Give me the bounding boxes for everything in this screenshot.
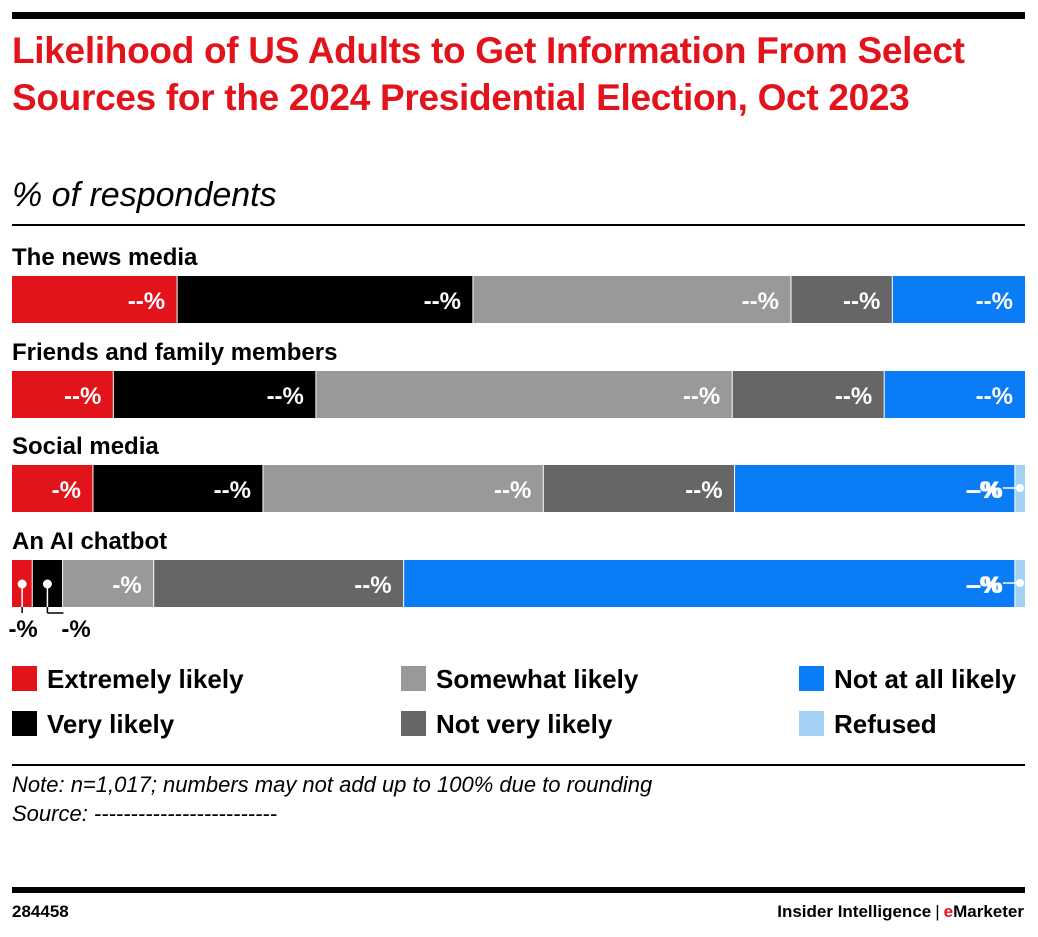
category-label-social-media: Social media [12, 433, 159, 460]
note-text: Note: n=1,017; numbers may not add up to… [12, 772, 653, 797]
legend-swatch [12, 666, 37, 691]
branding: Insider Intelligence | eMarketer [777, 902, 1024, 922]
data-label-extremely-likely-friends-and-family-members: --% [64, 383, 101, 410]
data-label-extremely-likely-social-media: -% [52, 477, 81, 504]
data-label-refused-social-media: -% [972, 477, 1001, 504]
data-label-not-at-all-likely-an-ai-chatbot: --% [966, 572, 1003, 599]
brand-insider-intelligence: Insider Intelligence [777, 902, 932, 921]
legend-label: Refused [834, 709, 937, 739]
legend-label: Not at all likely [834, 664, 1017, 694]
bar-somewhat-likely-the-news-media [472, 276, 791, 323]
category-label-an-ai-chatbot: An AI chatbot [12, 528, 167, 555]
category-label-the-news-media: The news media [12, 244, 198, 271]
brand-separator: | [935, 902, 940, 921]
legend-swatch [799, 711, 824, 736]
brand-marketer: Marketer [953, 902, 1024, 921]
bar-very-likely-the-news-media [177, 276, 473, 323]
data-label-refused-an-ai-chatbot: -% [972, 572, 1001, 599]
legend-swatch [799, 666, 824, 691]
data-label-not-very-likely-the-news-media: --% [843, 288, 880, 315]
bar-not-at-all-likely-the-news-media [892, 276, 1025, 323]
legend-label: Not very likely [436, 709, 613, 739]
data-label-not-very-likely-friends-and-family-members: --% [835, 383, 872, 410]
bar-somewhat-likely-an-ai-chatbot [62, 560, 154, 607]
top-rule [12, 12, 1025, 19]
chart-title: Likelihood of US Adults to Get Informati… [12, 30, 965, 118]
data-label-somewhat-likely-the-news-media: --% [742, 288, 779, 315]
data-label-not-very-likely-an-ai-chatbot: --% [354, 572, 391, 599]
data-label-somewhat-likely-friends-and-family-members: --% [683, 383, 720, 410]
label-connector-dot [1015, 484, 1024, 492]
bar-somewhat-likely-social-media [262, 465, 544, 512]
bar-not-at-all-likely-an-ai-chatbot [403, 560, 1015, 607]
data-label-very-likely-friends-and-family-members: --% [267, 383, 304, 410]
bar-extremely-likely-social-media [12, 465, 93, 512]
legend-swatch [12, 711, 37, 736]
stacked-bar-chart: The news media --% --% --% --% --% Friends and… [8, 244, 1025, 643]
legend-label: Extremely likely [47, 664, 244, 694]
bar-not-at-all-likely-friends-and-family-members [884, 371, 1025, 418]
brand-e-letter: e [943, 902, 954, 921]
bar-not-very-likely-the-news-media [790, 276, 893, 323]
bar-very-likely-social-media [92, 465, 263, 512]
data-label-extremely-likely-the-news-media: --% [128, 288, 165, 315]
legend-label: Very likely [47, 709, 175, 739]
note-rule [12, 764, 1025, 766]
data-label-not-at-all-likely-the-news-media: --% [976, 288, 1013, 315]
bar-extremely-likely-friends-and-family-members [12, 371, 114, 418]
subtitle-rule [12, 224, 1025, 226]
bar-not-very-likely-friends-and-family-members [732, 371, 885, 418]
bar-not-very-likely-social-media [543, 465, 735, 512]
footer-rule [12, 887, 1025, 893]
bar-not-at-all-likely-social-media [734, 465, 1015, 512]
legend-label: Somewhat likely [436, 664, 639, 694]
category-label-friends-and-family-members: Friends and family members [12, 339, 337, 366]
data-label-very-likely-the-news-media: --% [424, 288, 461, 315]
bar-extremely-likely-the-news-media [12, 276, 178, 323]
bar-very-likely-friends-and-family-members [113, 371, 316, 418]
data-label-not-very-likely-social-media: --% [685, 477, 722, 504]
data-label-not-at-all-likely-friends-and-family-members: --% [976, 383, 1013, 410]
data-label-extremely-likely-an-ai-chatbot: -% [8, 616, 37, 643]
bar-somewhat-likely-friends-and-family-members [315, 371, 733, 418]
chart-id: 284458 [12, 902, 69, 921]
data-label-not-at-all-likely-social-media: --% [966, 477, 1003, 504]
source-text: Source: ------------------------- [12, 801, 278, 826]
legend-swatch [401, 711, 426, 736]
data-label-very-likely-social-media: --% [214, 477, 251, 504]
label-connector-dot [1015, 579, 1024, 587]
chart-subtitle: % of respondents [12, 176, 277, 214]
bar-not-very-likely-an-ai-chatbot [153, 560, 404, 607]
legend-swatch [401, 666, 426, 691]
data-label-very-likely-an-ai-chatbot: -% [61, 616, 90, 643]
data-label-somewhat-likely-an-ai-chatbot: -% [112, 572, 141, 599]
data-label-somewhat-likely-social-media: --% [494, 477, 531, 504]
